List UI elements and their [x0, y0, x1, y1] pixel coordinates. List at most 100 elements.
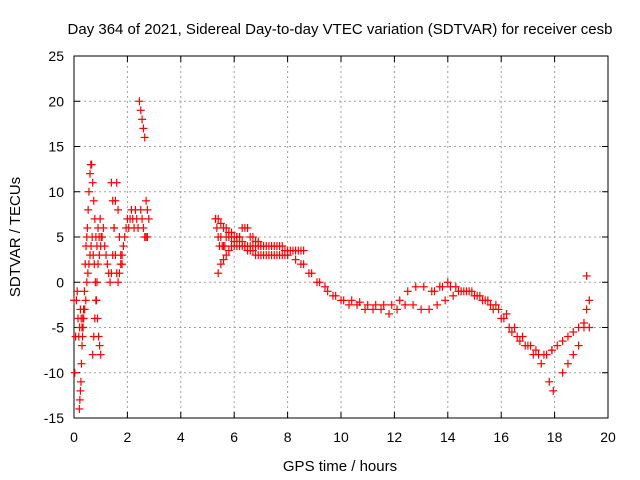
data-point: [558, 337, 567, 346]
data-point: [76, 386, 85, 395]
data-point: [433, 300, 442, 309]
data-point: [99, 223, 108, 232]
data-point: [278, 242, 287, 251]
data-point: [96, 214, 105, 223]
data-point: [76, 377, 85, 386]
data-point: [143, 233, 152, 241]
data-point: [574, 341, 583, 350]
data-point: [70, 368, 79, 377]
data-point: [222, 251, 231, 260]
data-point: [534, 350, 543, 359]
data-point: [235, 233, 244, 241]
data-point: [296, 260, 305, 269]
data-point: [84, 205, 93, 214]
series-early-3: [88, 178, 127, 359]
data-point: [494, 305, 503, 314]
data-point: [582, 271, 591, 280]
data-point: [379, 300, 388, 309]
data-point: [78, 332, 87, 341]
x-tick-label: 20: [600, 429, 616, 445]
data-point: [136, 205, 145, 214]
data-point: [510, 323, 519, 332]
data-point: [139, 124, 148, 133]
data-point: [91, 296, 100, 305]
data-point: [143, 205, 152, 214]
data-point: [470, 291, 479, 300]
data-point: [86, 169, 95, 178]
data-point: [79, 314, 88, 323]
data-point: [103, 260, 112, 269]
data-point: [446, 282, 455, 291]
data-point: [579, 323, 588, 332]
data-point: [88, 233, 97, 241]
data-point: [558, 368, 567, 377]
data-point: [337, 296, 345, 305]
series-early-2: [75, 233, 105, 413]
data-point: [385, 309, 394, 318]
series-late-1: [283, 251, 556, 359]
data-point: [115, 269, 124, 278]
data-point: [96, 350, 105, 359]
data-point: [219, 255, 228, 264]
data-point: [462, 287, 471, 296]
data-point: [106, 278, 115, 287]
data-point: [518, 332, 527, 341]
data-point: [75, 404, 84, 413]
data-point: [88, 350, 97, 359]
data-point: [328, 291, 337, 300]
data-point: [72, 296, 81, 305]
data-point: [353, 300, 362, 309]
data-point: [227, 228, 236, 237]
x-tick-label: 8: [284, 429, 292, 445]
series-early-4: [107, 178, 143, 287]
data-point: [108, 196, 117, 205]
data-point: [582, 305, 591, 314]
data-point: [449, 291, 458, 300]
data-point: [224, 246, 233, 255]
x-tick-label: 4: [177, 429, 185, 445]
data-point: [78, 341, 87, 350]
data-point: [138, 115, 147, 124]
y-axis-label: SDTVAR / TECUs: [7, 177, 24, 297]
data-point: [214, 214, 223, 223]
data-point: [585, 296, 594, 305]
data-point: [95, 251, 104, 260]
data-point: [139, 223, 148, 232]
data-point: [430, 287, 439, 296]
data-point: [222, 223, 231, 232]
y-tick-label: 15: [48, 139, 64, 155]
data-point: [361, 305, 370, 314]
y-tick-label: -5: [52, 320, 65, 336]
data-point: [80, 287, 89, 296]
axis-ticks: 0 2 4 6 8 10 12 14 16 18 20 -15 -10 -5 0 5 10 15 20 25: [44, 48, 616, 445]
data-point: [256, 242, 265, 251]
data-point: [425, 305, 434, 314]
data-point: [248, 246, 257, 255]
data-point: [283, 251, 292, 260]
y-tick-label: -10: [44, 365, 64, 381]
data-point: [409, 300, 418, 309]
grid: [74, 56, 608, 418]
data-point: [240, 242, 249, 251]
data-point: [110, 223, 119, 232]
chart-title: Day 364 of 2021, Sidereal Day-to-day VTE…: [68, 21, 613, 38]
data-point: [545, 377, 554, 386]
data-point: [345, 300, 354, 309]
data-point: [299, 246, 308, 255]
data-point: [238, 237, 247, 246]
series-late-3: [430, 282, 551, 359]
data-point: [304, 269, 313, 278]
x-tick-label: 16: [493, 429, 509, 445]
x-axis-label: GPS time / hours: [283, 458, 397, 475]
x-tick-label: 10: [333, 429, 349, 445]
data-point: [227, 242, 236, 251]
y-tick-label: 10: [48, 184, 64, 200]
data-point: [75, 395, 84, 404]
data-point: [531, 346, 540, 355]
data-point: [478, 296, 487, 305]
data-point: [144, 214, 153, 223]
data-point: [88, 178, 97, 187]
data-point: [82, 278, 91, 287]
data-point: [214, 269, 223, 278]
